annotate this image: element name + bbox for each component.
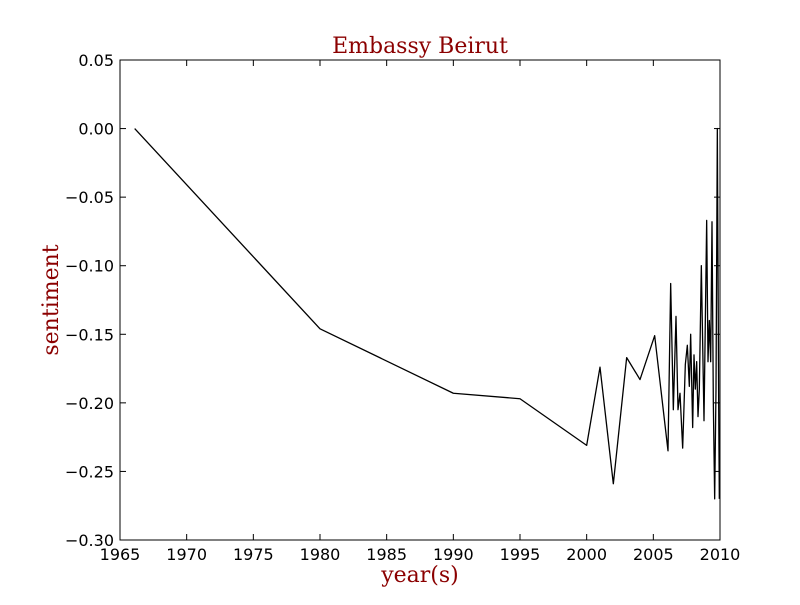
y-tick-label: −0.05 <box>65 188 114 207</box>
x-tick-label: 1980 <box>300 545 341 564</box>
plot-frame <box>119 59 721 541</box>
y-tick-label: 0.05 <box>78 51 114 70</box>
line-group <box>134 127 720 500</box>
x-tick-label: 2005 <box>633 545 674 564</box>
ticks-group: 1965 1970 1975 1980 1985 1990 1995 2000 2005 2010… <box>65 51 740 564</box>
y-tick-label: −0.25 <box>65 462 114 481</box>
chart-title: Embassy Beirut <box>332 34 508 59</box>
x-axis-title: year(s) <box>380 563 459 588</box>
x-tick-label: 1995 <box>500 545 541 564</box>
y-axis-title: sentiment <box>39 244 64 355</box>
y-tick-label: −0.20 <box>65 394 114 413</box>
y-tick-label: −0.10 <box>65 257 114 276</box>
y-tick-label: −0.30 <box>65 531 114 550</box>
series-line <box>134 127 720 500</box>
x-tick-label: 1975 <box>233 545 274 564</box>
x-tick-label: 1970 <box>166 545 207 564</box>
x-tick-label: 2000 <box>566 545 607 564</box>
y-tick-label: −0.15 <box>65 325 114 344</box>
y-tick-label: 0.00 <box>78 120 114 139</box>
x-tick-label: 1990 <box>433 545 474 564</box>
x-tick-label: 1985 <box>366 545 407 564</box>
x-tick-label: 2010 <box>700 545 741 564</box>
x-tick-label: 1965 <box>100 545 141 564</box>
